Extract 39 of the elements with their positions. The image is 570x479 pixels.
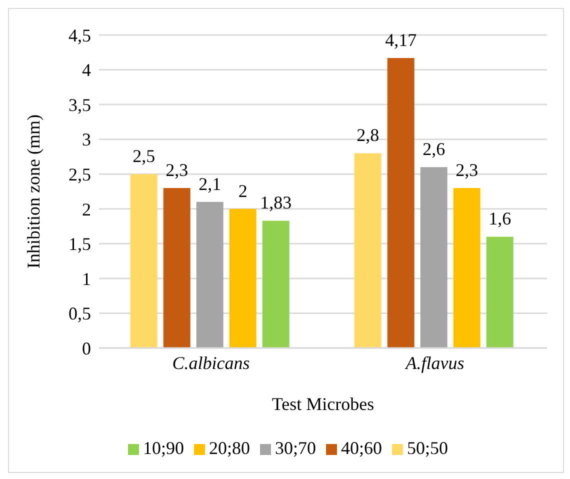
y-tick-label: 0,5: [68, 304, 91, 324]
data-label: 2,8: [356, 125, 380, 146]
legend-label: 50;50: [407, 438, 448, 458]
data-label: 2,5: [132, 146, 156, 166]
y-tick-label: 1,5: [68, 234, 91, 254]
y-tick-label: 1: [82, 268, 91, 289]
data-label: 1,83: [260, 192, 292, 213]
y-tick-label: 2,5: [68, 164, 91, 184]
y-tick-label: 3: [82, 130, 91, 150]
bar: [196, 202, 224, 348]
y-tick-label: 0: [82, 338, 91, 358]
legend-label: 40;60: [341, 438, 382, 458]
y-tick-label: 3,5: [68, 94, 91, 115]
data-label: 2: [238, 180, 248, 201]
y-axis-title: Inhibition zone (mm): [23, 114, 44, 268]
legend-label: 30;70: [274, 438, 316, 458]
bar: [354, 153, 382, 348]
y-tick-label: 4: [82, 60, 91, 80]
bar: [387, 58, 414, 348]
x-tick-label: C.albicans: [172, 352, 250, 373]
data-label: 4,17: [385, 30, 417, 50]
bar: [486, 236, 514, 348]
x-axis-title: Test Microbes: [272, 394, 374, 414]
bar: [262, 220, 290, 348]
data-label: 2,6: [422, 139, 446, 160]
y-tick-label: 2: [82, 199, 91, 220]
legend-label: 10;90: [142, 438, 184, 458]
data-label: 1,6: [488, 208, 512, 229]
data-label: 2,1: [198, 174, 222, 194]
y-tick-label: 4,5: [68, 25, 91, 46]
bar: [163, 188, 190, 348]
data-label: 2,3: [166, 160, 188, 180]
bar: [420, 167, 448, 348]
x-tick-label: A.flavus: [404, 352, 464, 373]
legend-label: 20;80: [208, 438, 250, 458]
bar: [453, 188, 480, 348]
bar: [130, 174, 158, 348]
bar: [229, 208, 256, 348]
data-label: 2,3: [456, 160, 478, 180]
